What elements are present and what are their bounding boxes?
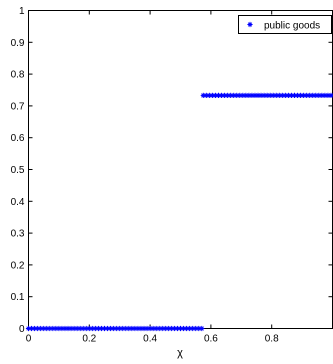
y-tick-label: 0.5 <box>11 165 25 176</box>
data-point <box>199 325 205 332</box>
series-public-goods <box>25 92 333 332</box>
x-tick-label: 0.8 <box>265 334 279 345</box>
x-tick-label: 0.6 <box>204 334 218 345</box>
data-point <box>328 92 333 99</box>
y-tick-label: 1 <box>19 6 25 17</box>
y-tick-label: 0.4 <box>11 197 25 208</box>
y-tick-label: 0.8 <box>11 70 25 81</box>
legend-marker <box>247 21 253 28</box>
y-tick-label: 0.1 <box>11 292 25 303</box>
y-tick-label: 0.6 <box>11 133 25 144</box>
plot-area <box>28 10 333 329</box>
x-axis-label: χ <box>177 347 183 359</box>
y-tick-label: 0.2 <box>11 260 25 271</box>
legend-box <box>238 15 332 34</box>
y-tick-label: 0.9 <box>11 38 25 49</box>
x-tick-label: 0.4 <box>143 334 157 345</box>
x-tick-label: 0.2 <box>82 334 96 345</box>
legend-asterisk-icon <box>247 21 253 28</box>
y-tick-label: 0.3 <box>11 229 25 240</box>
legend-label: public goods <box>264 21 320 32</box>
x-tick-label: 0 <box>26 334 32 345</box>
y-tick-label: 0.7 <box>11 101 25 112</box>
legend: public goods <box>238 15 332 34</box>
y-tick-label: 0 <box>19 324 25 335</box>
